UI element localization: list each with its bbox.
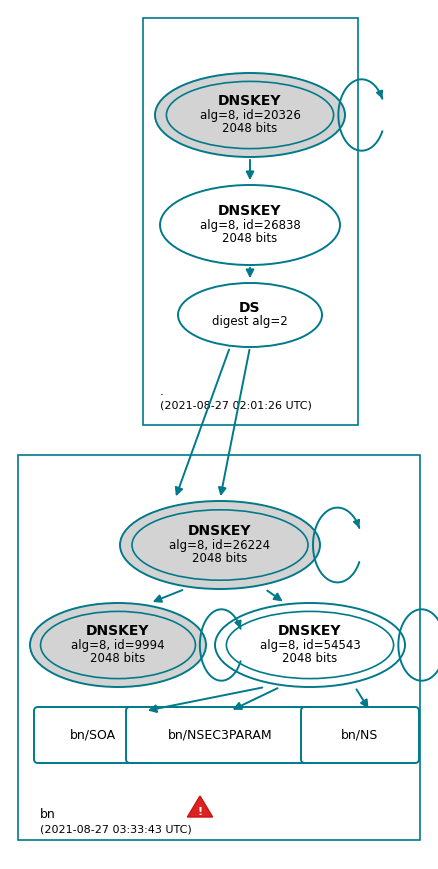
Text: DNSKEY: DNSKEY xyxy=(218,94,281,108)
Ellipse shape xyxy=(155,73,344,157)
Text: DNSKEY: DNSKEY xyxy=(86,624,149,638)
Ellipse shape xyxy=(177,283,321,347)
Text: bn/NS: bn/NS xyxy=(340,728,378,741)
Text: 2048 bits: 2048 bits xyxy=(282,653,337,666)
Text: (2021-08-27 03:33:43 UTC): (2021-08-27 03:33:43 UTC) xyxy=(40,825,191,835)
Ellipse shape xyxy=(215,603,404,687)
Text: alg=8, id=26224: alg=8, id=26224 xyxy=(169,539,270,552)
Bar xyxy=(143,18,357,425)
FancyBboxPatch shape xyxy=(34,707,152,763)
Text: alg=8, id=26838: alg=8, id=26838 xyxy=(199,218,300,231)
Text: bn: bn xyxy=(40,808,56,821)
Text: 2048 bits: 2048 bits xyxy=(222,233,277,246)
Text: alg=8, id=20326: alg=8, id=20326 xyxy=(199,109,300,122)
Text: DNSKEY: DNSKEY xyxy=(278,624,341,638)
Ellipse shape xyxy=(30,603,205,687)
Text: alg=8, id=9994: alg=8, id=9994 xyxy=(71,639,164,652)
Text: 2048 bits: 2048 bits xyxy=(192,553,247,566)
Ellipse shape xyxy=(120,501,319,589)
Polygon shape xyxy=(187,796,212,817)
FancyBboxPatch shape xyxy=(300,707,418,763)
Text: bn/SOA: bn/SOA xyxy=(70,728,116,741)
Text: 2048 bits: 2048 bits xyxy=(90,653,145,666)
Text: (2021-08-27 02:01:26 UTC): (2021-08-27 02:01:26 UTC) xyxy=(159,400,311,410)
Text: DNSKEY: DNSKEY xyxy=(218,204,281,218)
Text: DNSKEY: DNSKEY xyxy=(188,524,251,538)
Ellipse shape xyxy=(159,185,339,265)
Text: alg=8, id=54543: alg=8, id=54543 xyxy=(259,639,360,652)
Text: .: . xyxy=(159,385,164,398)
Text: !: ! xyxy=(197,807,202,817)
FancyBboxPatch shape xyxy=(126,707,313,763)
Text: 2048 bits: 2048 bits xyxy=(222,123,277,136)
Text: digest alg=2: digest alg=2 xyxy=(212,315,287,328)
Text: DS: DS xyxy=(239,301,260,315)
Text: bn/NSEC3PARAM: bn/NSEC3PARAM xyxy=(167,728,272,741)
Bar xyxy=(18,455,419,840)
